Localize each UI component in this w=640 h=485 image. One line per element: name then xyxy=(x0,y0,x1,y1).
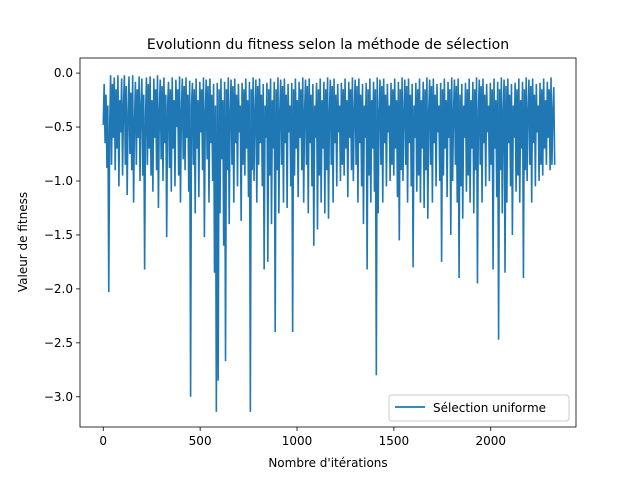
x-axis-ticks: 0 500 1000 1500 2000 xyxy=(99,427,506,448)
legend-box xyxy=(388,394,570,422)
y-tick-label: −1.0 xyxy=(44,174,73,188)
y-axis-ticks: 0.0 −0.5 −1.0 −1.5 −2.0 −2.5 −3.0 xyxy=(44,66,80,404)
x-tick-label: 2000 xyxy=(475,434,506,448)
axes-frame xyxy=(79,57,577,428)
x-tick-label: 0 xyxy=(99,434,107,448)
y-tick-label: −1.5 xyxy=(44,228,73,242)
series-line-selection-uniforme xyxy=(102,75,556,412)
x-tick-label: 1500 xyxy=(379,434,410,448)
chart-title: Evolutionn du fitness selon la méthode d… xyxy=(147,37,509,53)
x-tick-label: 1000 xyxy=(282,434,313,448)
y-tick-label: −2.5 xyxy=(44,336,73,350)
y-tick-label: −2.0 xyxy=(44,282,73,296)
y-tick-label: 0.0 xyxy=(54,66,73,80)
x-tick-label: 500 xyxy=(189,434,212,448)
legend: Sélection uniforme xyxy=(388,394,570,422)
y-axis-label: Valeur de fitness xyxy=(16,192,30,292)
x-axis-label: Nombre d'itérations xyxy=(268,456,387,470)
series-layer xyxy=(102,75,556,412)
y-tick-label: −3.0 xyxy=(44,390,73,404)
y-tick-label: −0.5 xyxy=(44,120,73,134)
legend-series-label: Sélection uniforme xyxy=(433,401,546,415)
